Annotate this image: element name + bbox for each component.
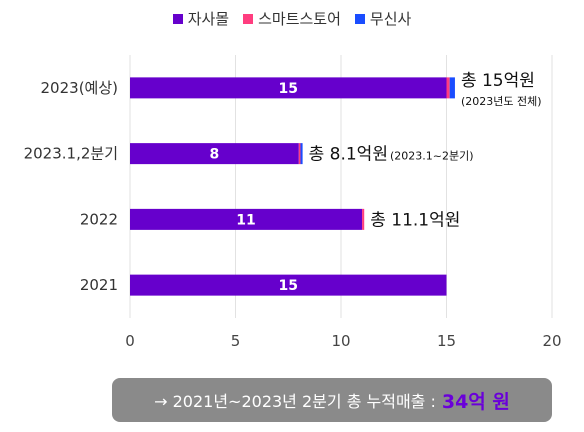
bar-segment (449, 77, 455, 99)
bar-segment (446, 77, 450, 99)
bar-segment (298, 143, 301, 165)
legend-item: 자사몰 (172, 8, 230, 29)
bar-segment (300, 143, 303, 165)
legend-label: 무신사 (369, 10, 412, 28)
data-label: 11 (236, 212, 255, 228)
bar-segment (362, 208, 365, 230)
bar-segment (130, 208, 363, 230)
x-tick-label: 20 (542, 332, 561, 350)
summary-box: → 2021년~2023년 2분기 총 누적매출 : 34억 원 (112, 378, 552, 422)
bar-segment (130, 274, 447, 296)
legend-label: 자사몰 (187, 10, 230, 28)
category-label: 2023(예상) (41, 79, 118, 97)
x-tick-label: 15 (437, 332, 456, 350)
x-tick-label: 0 (125, 332, 135, 350)
data-label: 15 (279, 278, 298, 294)
category-label: 2023.1,2분기 (24, 145, 118, 163)
annotation-total: 총 11.1억원 (370, 210, 460, 230)
legend-item: 스마트스토어 (243, 8, 341, 29)
chart-legend: 자사몰 스마트스토어 무신사 (0, 8, 584, 29)
category-label: 2022 (80, 210, 118, 228)
legend-label: 스마트스토어 (258, 10, 341, 28)
annotation-note: (2023년도 전체) (461, 95, 542, 108)
data-label: 15 (279, 81, 298, 97)
annotation-note: (2023.1~2분기) (390, 150, 474, 163)
category-label: 2021 (80, 276, 118, 294)
legend-swatch (172, 13, 183, 24)
bar-segment (130, 143, 299, 165)
annotation-total: 총 8.1억원 (309, 145, 388, 165)
summary-highlight: 34억 원 (441, 390, 510, 413)
x-tick-label: 10 (331, 332, 350, 350)
summary-text: → 2021년~2023년 2분기 총 누적매출 : (154, 392, 436, 411)
legend-item: 무신사 (354, 8, 412, 29)
x-tick-label: 5 (231, 332, 241, 350)
annotation-total: 총 15억원 (461, 71, 535, 91)
legend-swatch (243, 13, 254, 24)
data-label: 8 (210, 147, 220, 163)
bar-segment (130, 77, 447, 99)
legend-swatch (354, 13, 365, 24)
